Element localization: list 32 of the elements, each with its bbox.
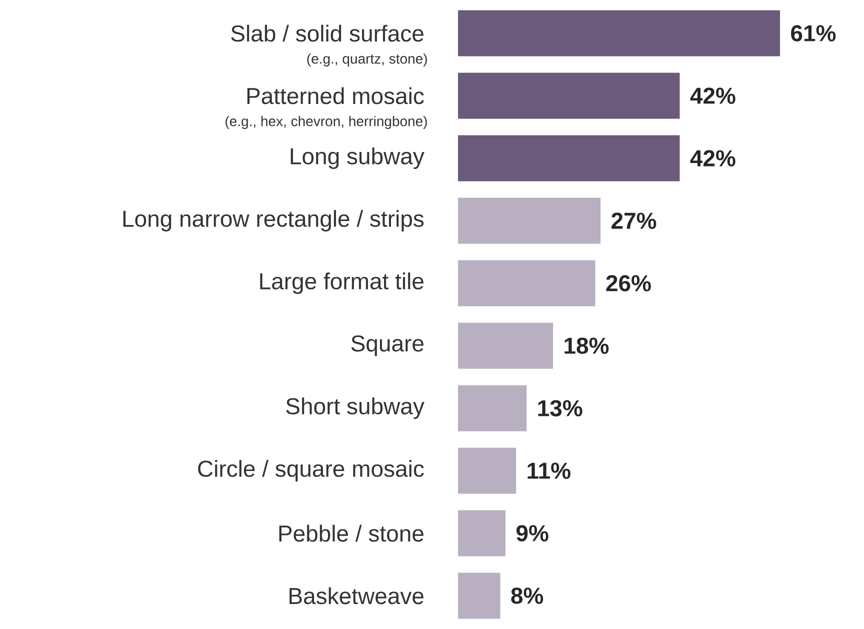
- y-tick-label: Basketweave: [290, 587, 424, 604]
- data-label: 26%: [606, 275, 651, 292]
- data-label: 11%: [528, 462, 570, 479]
- bar: [458, 448, 516, 494]
- text: (e.g., hex, chevron, herringbone): [226, 116, 427, 129]
- data-label: 8%: [511, 588, 544, 604]
- bar: [458, 198, 601, 244]
- bar: [458, 572, 500, 619]
- bar: [458, 72, 680, 119]
- data-label: 9%: [516, 525, 548, 542]
- y-tick-label: Long narrow rectangle / strips: [123, 210, 424, 232]
- y-tick-label: Slab / solid surface: [231, 24, 424, 42]
- bar: [458, 135, 680, 182]
- bar: [458, 385, 527, 432]
- data-label: 61%: [791, 25, 836, 42]
- bar: [458, 10, 780, 56]
- bar: [458, 322, 554, 369]
- data-label: 42%: [690, 88, 736, 104]
- bar: [458, 510, 506, 556]
- y-tick-label: Long subway: [290, 148, 424, 169]
- y-tick-label: Circle / square mosaic: [198, 460, 424, 482]
- data-label: 13%: [538, 400, 582, 416]
- y-tick-label: Patterned mosaic: [247, 87, 424, 104]
- text: (e.g., quartz, stone): [307, 53, 427, 66]
- y-tick-label: Pebble / stone: [279, 524, 424, 542]
- y-tick-label: Large format tile: [260, 272, 424, 294]
- data-label: 42%: [690, 150, 736, 166]
- y-tick-label: Square: [351, 335, 424, 356]
- bar: [458, 260, 596, 306]
- data-label: 27%: [612, 212, 656, 229]
- y-tick-label: Short subway: [286, 398, 424, 419]
- data-label: 18%: [564, 338, 609, 354]
